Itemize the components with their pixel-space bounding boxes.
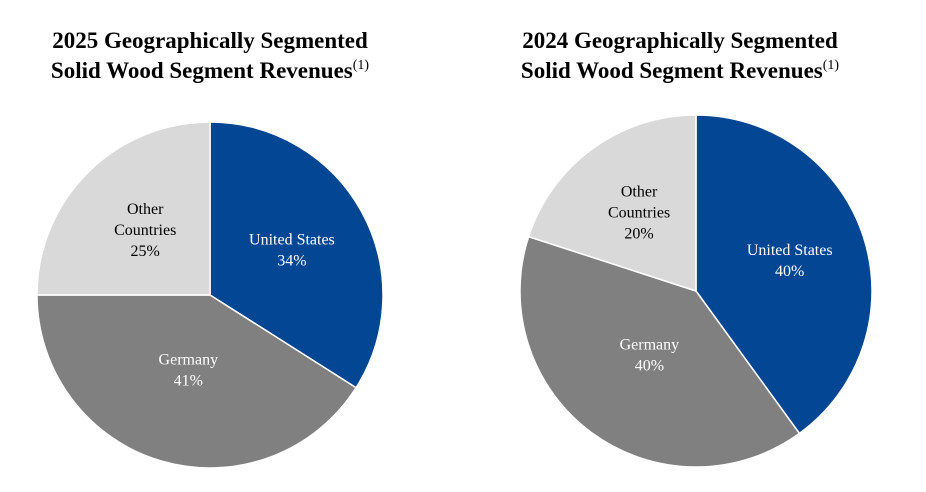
slice-label-2024-germany: Germany 40%	[620, 337, 680, 375]
chart-title-2025-line1: 2025 Geographically Segmented	[52, 28, 368, 53]
slice-label-2024-united-states: United States 40%	[747, 242, 833, 280]
pie-slice-2025-other-countries	[36, 121, 211, 296]
pie-slice-2024-other-countries	[527, 114, 697, 292]
pie-slice-2024-united-states	[695, 114, 873, 435]
slice-name-2024-other-countries: Other	[621, 184, 658, 201]
slice-name-2024-germany: Germany	[620, 337, 680, 354]
slice-name-2024-other-countries: Countries	[608, 205, 670, 222]
chart-title-2024-line2-text: Solid Wood Segment Revenues	[520, 58, 823, 83]
pie-slice-2025-germany	[36, 294, 357, 469]
slice-name-2025-united-states: United States	[249, 232, 335, 249]
slice-label-2025-germany: Germany 41%	[159, 351, 219, 389]
slice-value-2024-united-states: 40%	[775, 263, 804, 280]
chart-title-2024-line1: 2024 Geographically Segmented	[522, 28, 838, 53]
pie-chart-2025: United States 34% Germany 41% Other Countries…	[36, 121, 384, 469]
chart-title-2025: 2025 Geographically Segmented Solid Wood…	[10, 26, 410, 86]
pie-slice-2024-germany	[519, 235, 801, 468]
slice-label-2024-other-countries: Other Countries 20%	[608, 184, 670, 243]
slice-value-2024-germany: 40%	[635, 358, 664, 375]
chart-title-2024-footnote: (1)	[822, 58, 840, 73]
pie-slice-2025-united-states	[209, 121, 384, 389]
slice-name-2025-germany: Germany	[159, 351, 219, 368]
slice-name-2025-other-countries: Countries	[114, 222, 176, 239]
slice-label-2025-united-states: United States 34%	[249, 232, 335, 270]
chart-title-2025-footnote: (1)	[352, 58, 370, 73]
chart-title-2024-line2: Solid Wood Segment Revenues(1)	[480, 56, 880, 86]
chart-title-2024: 2024 Geographically Segmented Solid Wood…	[480, 26, 880, 86]
slice-value-2024-other-countries: 20%	[624, 226, 653, 243]
slice-value-2025-other-countries: 25%	[131, 243, 160, 260]
chart-title-2025-line2: Solid Wood Segment Revenues(1)	[10, 56, 410, 86]
slice-value-2025-germany: 41%	[174, 372, 203, 389]
slice-value-2025-united-states: 34%	[277, 253, 306, 270]
slice-name-2024-united-states: United States	[747, 242, 833, 259]
chart-title-2025-line2-text: Solid Wood Segment Revenues	[50, 58, 353, 83]
slice-label-2025-other-countries: Other Countries 25%	[114, 201, 176, 260]
slice-name-2025-other-countries: Other	[127, 201, 164, 218]
pie-chart-2024: United States 40% Germany 40% Other Countries…	[519, 114, 873, 468]
